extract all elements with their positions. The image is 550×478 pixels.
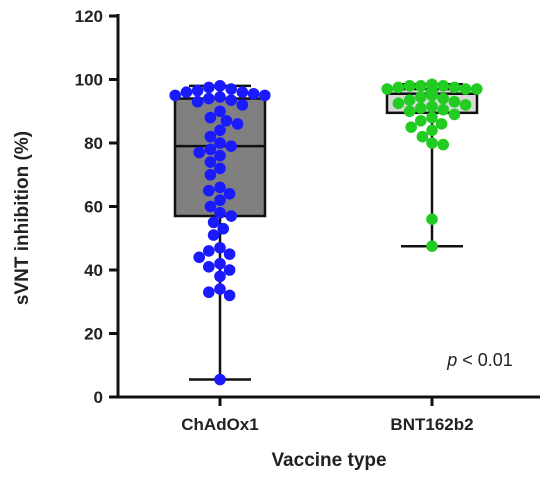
data-point (403, 80, 416, 92)
p-value-symbol: p (446, 350, 457, 370)
data-point (204, 143, 217, 156)
data-point (448, 108, 461, 121)
data-point (426, 124, 438, 137)
data-point (426, 89, 438, 102)
data-point (225, 210, 237, 222)
data-point (203, 245, 215, 257)
y-tick-label: 0 (94, 388, 103, 407)
data-point (214, 80, 226, 92)
data-point (220, 114, 233, 127)
data-point (169, 89, 181, 102)
data-point (207, 229, 220, 241)
data-point (416, 130, 429, 143)
axes: 0 20 40 60 80 100 120 ChAdOx1 BNT162b2 (75, 7, 540, 434)
data-point (426, 100, 438, 113)
data-point (214, 257, 226, 270)
p-value-annotation: p < 0.01 (446, 350, 513, 370)
y-tick-label: 120 (75, 7, 103, 26)
data-point (437, 80, 450, 92)
y-tick-label: 40 (84, 261, 103, 280)
data-point (448, 95, 461, 108)
data-point (214, 124, 226, 137)
data-point (225, 94, 237, 106)
data-point (247, 87, 260, 100)
data-point (437, 92, 450, 105)
data-point (203, 92, 215, 105)
data-point (405, 121, 418, 133)
data-point (437, 103, 450, 116)
data-point (203, 81, 215, 94)
y-axis-title: sVNT inhibition (%) (12, 131, 33, 305)
data-point (415, 91, 427, 103)
data-point (223, 289, 236, 302)
x-tick-label: BNT162b2 (390, 415, 473, 434)
data-points (169, 78, 483, 386)
data-point (403, 105, 416, 118)
y-tick-label: 100 (75, 71, 103, 90)
data-point (191, 84, 204, 97)
data-point (392, 81, 405, 94)
data-point (471, 83, 483, 95)
data-point (381, 83, 394, 95)
x-axis-title: Vaccine type (271, 450, 386, 471)
p-value-text: < 0.01 (457, 350, 513, 370)
data-point (214, 181, 226, 194)
data-point (236, 86, 249, 98)
data-point (223, 264, 236, 276)
data-point (214, 149, 226, 162)
data-point (203, 184, 215, 197)
data-point (191, 95, 204, 108)
data-point (214, 137, 226, 149)
data-point (193, 146, 205, 159)
data-point (204, 156, 217, 168)
data-point (459, 83, 472, 95)
data-point (223, 188, 236, 200)
data-point (203, 261, 215, 273)
data-point (392, 97, 405, 110)
data-point (223, 248, 236, 260)
data-point (217, 222, 229, 235)
data-point (231, 118, 244, 130)
data-point (426, 137, 438, 149)
data-point (426, 240, 438, 252)
data-point (193, 251, 205, 264)
data-point (203, 286, 215, 299)
data-point (225, 140, 237, 152)
data-point (204, 200, 217, 213)
data-point (214, 105, 226, 118)
y-tick-label: 60 (84, 198, 103, 217)
data-point (214, 91, 226, 103)
data-point (214, 194, 226, 206)
data-point (415, 102, 427, 114)
data-point (426, 111, 438, 124)
data-point (207, 216, 220, 229)
x-tick-label: ChAdOx1 (181, 415, 258, 434)
data-point (204, 111, 217, 124)
data-point (214, 241, 226, 254)
data-point (459, 99, 472, 111)
data-point (259, 89, 271, 102)
data-point (204, 168, 217, 181)
data-point (448, 81, 461, 94)
data-point (236, 99, 249, 111)
data-point (437, 138, 450, 151)
data-point (426, 213, 438, 225)
data-point (214, 270, 226, 283)
data-point (415, 80, 427, 92)
data-point (214, 373, 226, 386)
data-point (415, 114, 427, 127)
data-point (214, 207, 226, 219)
data-point (214, 162, 226, 175)
data-point (180, 86, 193, 98)
y-tick-label: 80 (84, 134, 103, 153)
data-point (435, 118, 448, 130)
data-point (214, 283, 226, 295)
data-point (204, 130, 217, 143)
data-point (225, 83, 237, 95)
data-point (403, 94, 416, 106)
y-tick-label: 20 (84, 325, 103, 344)
